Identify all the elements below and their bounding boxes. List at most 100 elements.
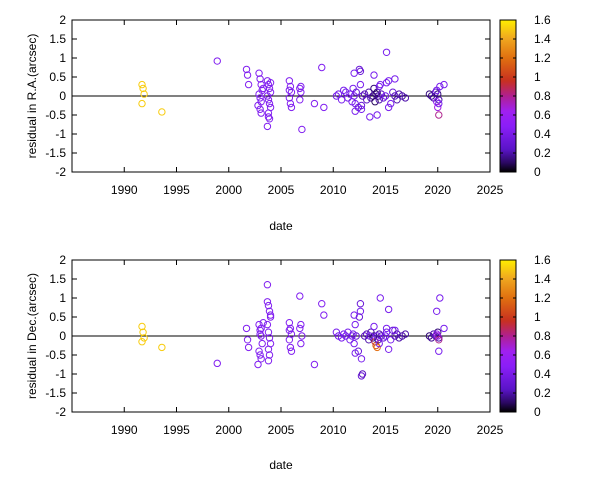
data-point xyxy=(429,330,438,338)
data-point xyxy=(360,332,369,340)
data-point xyxy=(434,90,442,98)
data-point xyxy=(340,330,348,338)
y-ticks: 2 1.5 1 0.5 0 -0.5 -1 -1.5 -2 xyxy=(45,253,490,419)
data-point xyxy=(362,96,371,104)
data-point xyxy=(310,360,319,369)
colorbar-ticks: 1.6 1.4 1.2 1 0.8 0.6 0.4 0.2 0 xyxy=(500,253,551,419)
data-point xyxy=(213,359,221,368)
data-point xyxy=(296,324,304,333)
x-tick-label: 2005 xyxy=(268,183,295,197)
data-point xyxy=(258,339,266,348)
data-point xyxy=(332,92,341,100)
data-point xyxy=(158,343,166,352)
data-point xyxy=(264,328,273,336)
data-point xyxy=(244,343,253,352)
data-point xyxy=(357,101,366,110)
data-point xyxy=(352,332,360,340)
data-point xyxy=(381,332,390,340)
data-point xyxy=(244,80,253,89)
colorbar-tick-label: 1.2 xyxy=(534,291,551,305)
data-point xyxy=(436,294,444,302)
data-point xyxy=(387,336,395,344)
data-point xyxy=(367,94,375,102)
colorbar-tick-label: 1.4 xyxy=(534,32,551,46)
x-tick-label: 2025 xyxy=(477,183,504,197)
data-point xyxy=(264,96,273,104)
colorbar-tick-label: 0 xyxy=(534,405,541,419)
colorbar-tick-label: 1.4 xyxy=(534,272,551,286)
data-point xyxy=(256,94,264,102)
data-point xyxy=(264,345,273,353)
data-point xyxy=(350,339,358,348)
x-tick-label: 2015 xyxy=(372,183,399,197)
data-point xyxy=(356,80,365,89)
data-point xyxy=(357,105,366,114)
data-point xyxy=(255,320,263,329)
colorbar-tick-label: 0.2 xyxy=(534,146,551,160)
data-point xyxy=(257,109,265,117)
data-point xyxy=(264,109,273,117)
data-point xyxy=(243,336,252,344)
data-point xyxy=(346,336,354,344)
data-point xyxy=(344,328,352,336)
data-point xyxy=(435,99,443,108)
dec-residual-plot: 2 1.5 1 0.5 0 -0.5 -1 -1.5 -2 1990 1995 2000 2005 20… xyxy=(25,253,551,472)
data-point xyxy=(356,300,365,308)
y-axis-label: residual in R.A.(arcsec) xyxy=(25,34,39,159)
data-point xyxy=(320,103,328,112)
y-tick-label: -1.5 xyxy=(45,386,66,400)
colorbar-tick-label: 1.6 xyxy=(534,13,551,27)
data-point xyxy=(286,99,295,108)
data-point xyxy=(263,281,272,289)
data-point xyxy=(138,322,146,331)
y-tick-label: 0.5 xyxy=(49,310,66,324)
y-tick-label: 0 xyxy=(59,329,66,343)
ra-residual-plot: 2 1.5 1 0.5 0 -0.5 -1 -1.5 -2 1990 1995 2000 2005 20… xyxy=(25,13,551,233)
data-point xyxy=(242,65,251,74)
data-point xyxy=(370,332,378,340)
data-point xyxy=(434,103,442,112)
data-point xyxy=(265,307,274,315)
data-point xyxy=(366,332,374,340)
data-point xyxy=(257,80,265,89)
data-point xyxy=(393,330,401,338)
data-points xyxy=(138,281,448,380)
x-tick-label: 2010 xyxy=(320,423,347,437)
x-axis-label: date xyxy=(269,458,293,472)
data-point xyxy=(318,63,326,72)
data-point xyxy=(382,324,391,333)
data-point xyxy=(297,88,305,96)
data-point xyxy=(285,319,294,327)
data-point xyxy=(285,94,294,102)
data-point xyxy=(242,324,251,333)
data-point xyxy=(356,67,365,76)
x-tick-label: 1990 xyxy=(111,423,138,437)
x-tick-label: 2015 xyxy=(372,423,399,437)
data-point xyxy=(384,345,393,353)
y-tick-label: 0 xyxy=(59,89,66,103)
y-tick-label: 0.5 xyxy=(49,70,66,84)
data-point xyxy=(435,347,443,355)
data-point xyxy=(263,298,272,306)
colorbar-tick-label: 0.8 xyxy=(534,89,551,103)
colorbar-tick-label: 0.8 xyxy=(534,329,551,343)
data-point xyxy=(370,322,378,331)
x-tick-label: 2000 xyxy=(215,423,242,437)
data-point xyxy=(287,103,296,112)
data-point xyxy=(440,80,448,89)
colorbar-tick-label: 1.2 xyxy=(534,51,551,65)
data-point xyxy=(377,332,386,340)
data-point xyxy=(264,357,273,365)
data-point xyxy=(435,96,443,104)
data-point xyxy=(391,332,399,340)
data-point xyxy=(285,77,294,85)
data-point xyxy=(371,98,379,106)
x-tick-label: 2025 xyxy=(477,423,504,437)
x-tick-label: 1995 xyxy=(163,423,190,437)
x-axis-label: date xyxy=(269,219,293,233)
data-point xyxy=(255,90,263,98)
data-point xyxy=(138,99,146,108)
data-point xyxy=(376,294,384,302)
data-point xyxy=(158,108,166,116)
